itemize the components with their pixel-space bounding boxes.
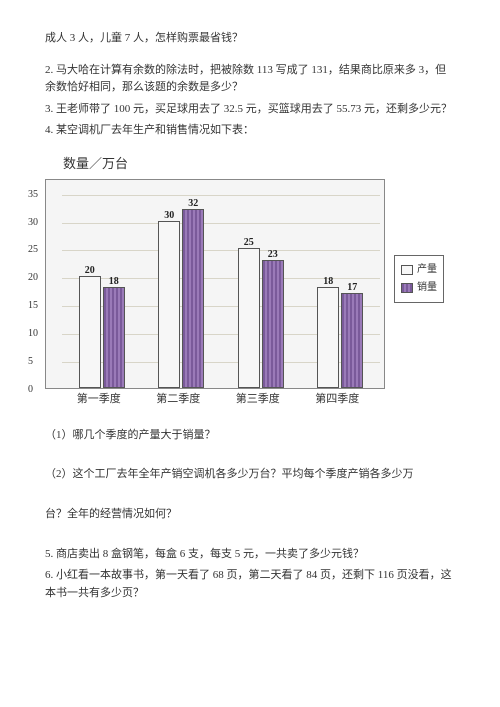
x-category-label: 第二季度	[156, 391, 200, 409]
bar-production: 20	[79, 276, 101, 387]
bar-production: 18	[317, 287, 339, 387]
sub-question-2a: （2）这个工厂去年全年产销空调机各多少万台？平均每个季度产销各多少万	[45, 466, 455, 484]
bar-value-label: 30	[159, 208, 179, 224]
x-category-label: 第四季度	[315, 391, 359, 409]
y-tick-label: 30	[28, 215, 38, 231]
y-tick-label: 15	[28, 298, 38, 314]
x-axis-labels: 第一季度第二季度第三季度第四季度	[45, 389, 385, 405]
bar-sales: 32	[182, 209, 204, 387]
legend-swatch-sales	[401, 283, 413, 293]
bar-value-label: 17	[342, 280, 362, 296]
y-tick-label: 10	[28, 326, 38, 342]
intro-text: 成人 3 人，儿童 7 人，怎样购票最省钱？	[45, 30, 455, 48]
legend-swatch-prod	[401, 265, 413, 275]
bar-value-label: 25	[239, 235, 259, 251]
sub-question-2b: 台？全年的经营情况如何？	[45, 506, 455, 524]
question-2: 2. 马大哈在计算有余数的除法时，把被除数 113 写成了 131，结果商比原来…	[45, 62, 455, 97]
y-tick-label: 5	[28, 354, 33, 370]
chart-legend: 产量 销量	[394, 255, 444, 303]
y-tick-label: 25	[28, 242, 38, 258]
bar-value-label: 18	[104, 274, 124, 290]
bar-value-label: 23	[263, 247, 283, 263]
legend-item-sales: 销量	[401, 280, 437, 296]
bar-value-label: 18	[318, 274, 338, 290]
bar-sales: 23	[262, 260, 284, 388]
question-4: 4. 某空调机厂去年生产和销售情况如下表：	[45, 122, 455, 140]
bar-sales: 17	[341, 293, 363, 388]
bar-sales: 18	[103, 287, 125, 387]
bar-production: 25	[238, 248, 260, 387]
legend-label-prod: 产量	[417, 262, 437, 278]
question-5: 5. 商店卖出 8 盒钢笔，每盒 6 支，每支 5 元，一共卖了多少元钱？	[45, 546, 455, 564]
chart-plot-area: 05101520253035 2018303225231817 产量 销量	[45, 179, 385, 389]
y-tick-label: 20	[28, 270, 38, 286]
sub-question-1: （1）哪几个季度的产量大于销量？	[45, 427, 455, 445]
x-category-label: 第三季度	[236, 391, 280, 409]
legend-item-prod: 产量	[401, 262, 437, 278]
y-tick-label: 0	[28, 382, 33, 398]
question-3: 3. 王老师带了 100 元，买足球用去了 32.5 元，买篮球用去了 55.7…	[45, 101, 455, 119]
bar-production: 30	[158, 221, 180, 388]
bar-value-label: 20	[80, 263, 100, 279]
question-6: 6. 小红看一本故事书，第一天看了 68 页，第二天看了 84 页，还剩下 11…	[45, 567, 455, 602]
bar-chart: 数量／万台 05101520253035 2018303225231817 产量…	[45, 154, 455, 405]
chart-y-title: 数量／万台	[63, 154, 455, 175]
bar-value-label: 32	[183, 196, 203, 212]
legend-label-sales: 销量	[417, 280, 437, 296]
x-category-label: 第一季度	[77, 391, 121, 409]
y-tick-label: 35	[28, 187, 38, 203]
